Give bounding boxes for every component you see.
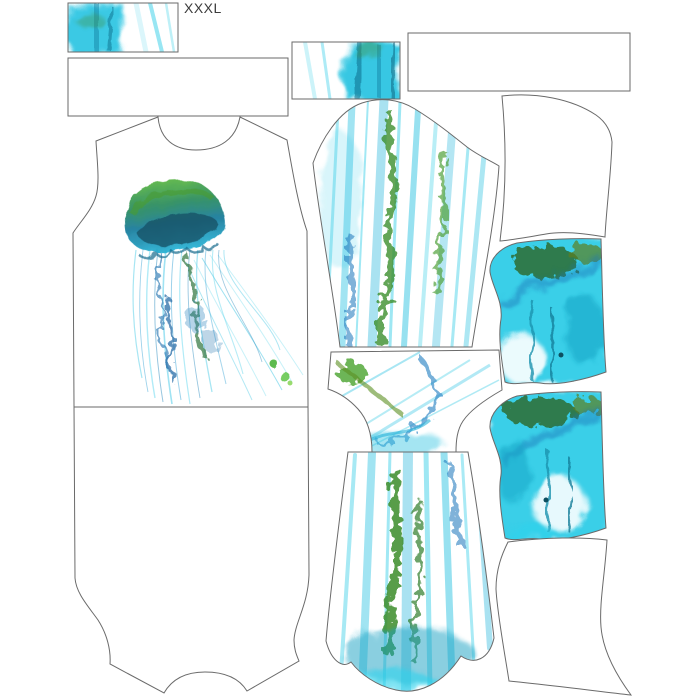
piece-hood-side-plain-top xyxy=(499,94,613,242)
jellyfish-print xyxy=(125,179,304,405)
piece-hood-side-printed-2 xyxy=(489,391,607,541)
piece-sleeve-bottom xyxy=(325,451,495,692)
piece-neckband xyxy=(67,57,289,117)
piece-waistband xyxy=(407,32,631,92)
piece-sleeve-top xyxy=(312,99,500,348)
piece-cuff-left xyxy=(67,2,179,53)
size-label: XXXL xyxy=(184,0,222,16)
piece-hood-side-plain-bottom xyxy=(495,537,633,696)
piece-hood-side-printed-1 xyxy=(489,238,607,385)
piece-cuff-right xyxy=(291,41,401,100)
piece-gusset xyxy=(327,349,503,453)
jellyfish-bell xyxy=(125,179,225,261)
piece-front-body xyxy=(72,116,310,694)
